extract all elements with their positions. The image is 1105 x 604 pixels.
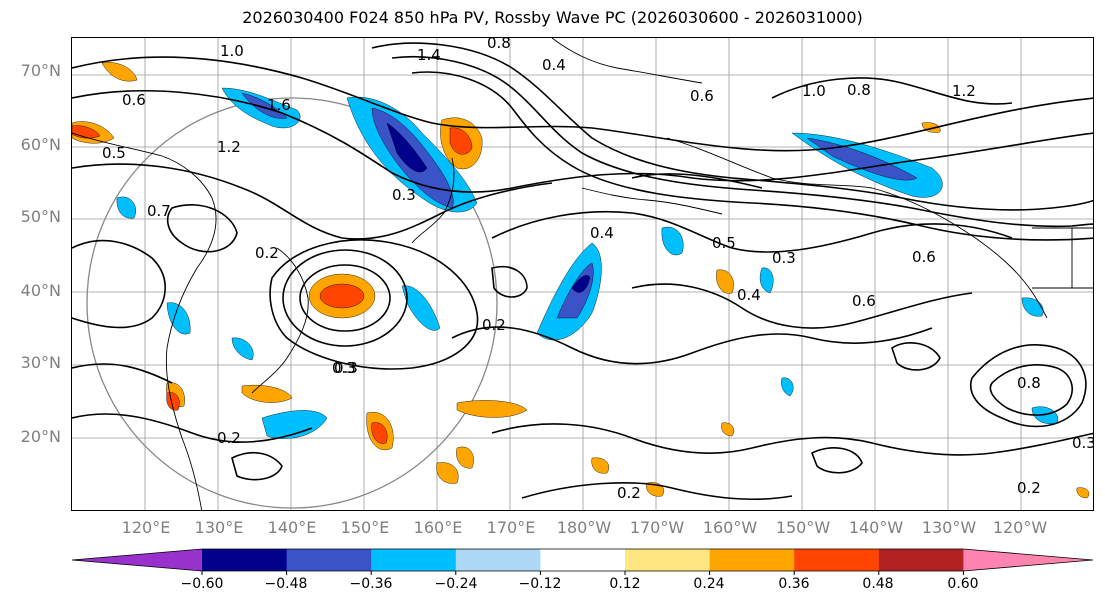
colorbar-segment — [72, 549, 202, 571]
colorbar-segment — [202, 549, 288, 571]
lon-label-120w: 120°W — [992, 518, 1048, 537]
contour-label-group: 1.0 1.4 0.8 0.4 0.6 1.6 1.2 0.7 0.5 0.3 … — [102, 38, 1094, 502]
contour-label: 1.0 — [220, 42, 244, 60]
pv-contours — [72, 42, 1093, 501]
map-panel: 1.0 1.4 0.8 0.4 0.6 1.6 1.2 0.7 0.5 0.3 … — [71, 37, 1094, 511]
colorbar-segment — [286, 549, 372, 571]
lon-label-150w: 150°W — [775, 518, 831, 537]
lat-label-40n: 40°N — [20, 281, 61, 300]
contour-label: 0.2 — [255, 244, 279, 262]
contour-label: 0.5 — [102, 144, 126, 162]
colorbar-tick-label: 0.60 — [947, 576, 979, 592]
contour-label: 0.8 — [847, 81, 871, 99]
contour-label: 0.5 — [712, 234, 736, 252]
contour-label: 1.4 — [417, 46, 441, 64]
colorbar-tick-label: 0.24 — [693, 576, 725, 592]
colorbar-tick-label: −0.60 — [180, 576, 224, 592]
pv-shading — [72, 62, 1090, 499]
colorbar-segment — [794, 549, 880, 571]
colorbar-tick-label: −0.24 — [434, 576, 478, 592]
lon-label-180w: 180°W — [556, 518, 612, 537]
figure-title: 2026030400 F024 850 hPa PV, Rossby Wave … — [242, 8, 863, 27]
contour-label: 1.2 — [952, 82, 976, 100]
colorbar-segment — [540, 549, 626, 571]
contour-label: 0.6 — [852, 292, 876, 310]
contour-label: 0.2 — [1017, 479, 1041, 497]
contour-label: 0.8 — [1017, 374, 1041, 392]
contour-label: 0.4 — [590, 224, 614, 242]
lat-label-30n: 30°N — [20, 353, 61, 372]
contour-label: 0.2 — [617, 484, 641, 502]
colorbar-segment — [371, 549, 457, 571]
lon-label-170w: 170°W — [629, 518, 685, 537]
colorbar-tick-label: 0.12 — [609, 576, 641, 592]
colorbar-tick-label: −0.12 — [518, 576, 562, 592]
lon-label-140e: 140°E — [267, 518, 317, 537]
contour-label: 0.6 — [912, 248, 936, 266]
contour-label: 1.0 — [802, 82, 826, 100]
contour-label: 0.8 — [487, 38, 511, 52]
lon-label-140w: 140°W — [848, 518, 904, 537]
colorbar-segment — [878, 549, 964, 571]
lat-label-20n: 20°N — [20, 427, 61, 446]
colorbar-segment — [455, 549, 541, 571]
contour-label: 0.3 — [332, 359, 356, 377]
coastlines — [72, 38, 1093, 510]
contour-label: 0.4 — [542, 56, 566, 74]
lon-label-130e: 130°E — [194, 518, 244, 537]
lon-label-150e: 150°E — [340, 518, 390, 537]
lat-label-70n: 70°N — [20, 61, 61, 80]
map-canvas: 1.0 1.4 0.8 0.4 0.6 1.6 1.2 0.7 0.5 0.3 … — [72, 38, 1094, 510]
lon-label-130w: 130°W — [921, 518, 977, 537]
contour-label: 1.6 — [267, 96, 291, 114]
colorbar-segment — [709, 549, 795, 571]
contour-label: 0.2 — [482, 316, 506, 334]
colorbar-segment — [963, 549, 1093, 571]
lat-label-60n: 60°N — [20, 135, 61, 154]
colorbar-tick-label: 0.36 — [778, 576, 810, 592]
colorbar-tick-label: −0.48 — [264, 576, 308, 592]
contour-label: 1.2 — [217, 138, 241, 156]
contour-label: 0.4 — [737, 286, 761, 304]
contour-label: 0.3 — [334, 359, 358, 377]
reference-circle — [86, 97, 498, 509]
lon-label-160w: 160°W — [702, 518, 758, 537]
contour-label: 0.2 — [217, 429, 241, 447]
contour-label: 0.3 — [392, 186, 416, 204]
lat-label-50n: 50°N — [20, 207, 61, 226]
colorbar-tick-label: 0.48 — [862, 576, 894, 592]
colorbar-segment — [625, 549, 711, 571]
colorbar-tick-label: −0.36 — [349, 576, 393, 592]
contour-label: 0.3 — [772, 249, 796, 267]
contour-label: 0.6 — [122, 91, 146, 109]
contour-label: 0.6 — [690, 87, 714, 105]
lon-label-120e: 120°E — [121, 518, 171, 537]
contour-label: 0.7 — [147, 202, 171, 220]
colorbar — [71, 548, 1094, 575]
contour-label: 0.3 — [1072, 434, 1094, 452]
lon-label-170e: 170°E — [486, 518, 536, 537]
lon-label-160e: 160°E — [413, 518, 463, 537]
